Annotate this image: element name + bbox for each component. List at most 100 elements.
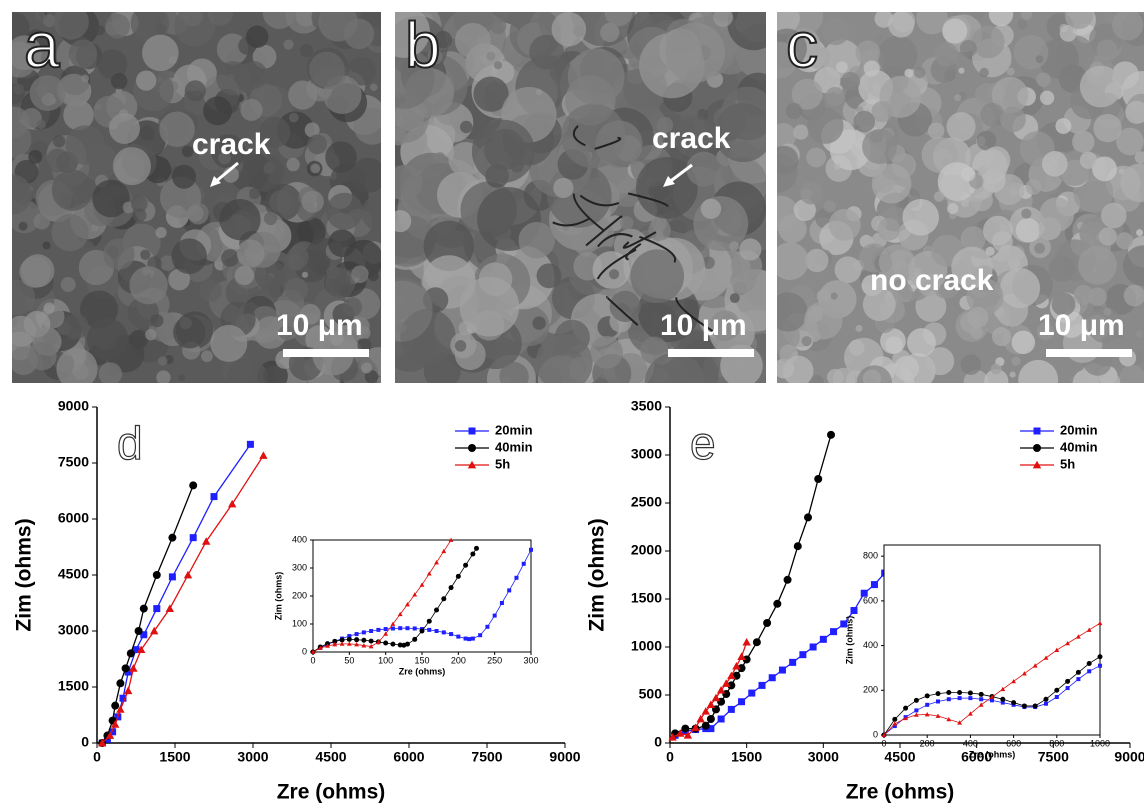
marker	[1055, 695, 1059, 699]
y-axis-title: Zim (ohms)	[13, 518, 36, 631]
texture	[980, 103, 1004, 127]
texture	[1016, 218, 1040, 242]
x-tick-label: 3000	[237, 749, 268, 765]
texture	[590, 336, 623, 369]
marker	[166, 604, 174, 612]
texture	[568, 48, 625, 105]
texture	[1099, 227, 1117, 245]
legend-label: 40min	[1060, 439, 1098, 454]
texture	[1017, 19, 1027, 29]
texture	[307, 134, 327, 154]
texture	[237, 239, 265, 267]
marker	[779, 667, 786, 674]
texture	[302, 272, 308, 278]
page: a crack 10 μm b crack 10 μm c no crack 1…	[0, 0, 1144, 806]
texture	[494, 61, 502, 69]
marker	[957, 690, 962, 695]
marker	[914, 708, 918, 712]
marker	[384, 627, 388, 631]
marker	[135, 627, 143, 635]
marker	[500, 601, 504, 605]
x-axis-title: Zre (ohms)	[399, 666, 446, 676]
marker	[1034, 428, 1041, 435]
marker	[763, 619, 771, 627]
texture	[877, 218, 900, 241]
marker	[464, 637, 468, 641]
marker	[228, 500, 236, 508]
texture	[310, 164, 320, 174]
texture	[935, 42, 959, 66]
texture	[727, 0, 780, 50]
marker	[814, 475, 822, 483]
texture	[328, 229, 356, 257]
marker	[420, 629, 425, 634]
marker	[427, 628, 431, 632]
texture	[730, 267, 756, 293]
x-tick-label: 400	[963, 739, 978, 749]
marker	[968, 696, 972, 700]
marker	[707, 715, 715, 723]
texture	[609, 269, 619, 279]
texture	[201, 350, 213, 362]
texture	[1101, 203, 1127, 229]
scale-bar	[283, 349, 369, 357]
legend-label: 5h	[1060, 456, 1075, 471]
texture	[361, 195, 397, 231]
marker	[412, 637, 417, 642]
texture	[783, 356, 814, 387]
texture	[960, 40, 977, 57]
texture	[763, 196, 798, 231]
marker	[1076, 677, 1080, 681]
x-axis-title: Zre (ohms)	[969, 749, 1016, 759]
texture	[179, 317, 191, 329]
texture	[19, 222, 28, 231]
y-tick-label: 7500	[58, 454, 89, 470]
marker	[1098, 664, 1102, 668]
texture	[92, 180, 130, 218]
texture	[19, 256, 51, 288]
texture	[518, 222, 555, 259]
texture	[862, 129, 897, 164]
texture	[249, 188, 260, 199]
inset-frame	[313, 540, 531, 652]
marker	[391, 626, 395, 630]
marker	[753, 638, 761, 646]
texture	[1055, 118, 1071, 134]
texture	[158, 356, 168, 366]
texture	[1026, 179, 1042, 195]
inset-frame	[884, 545, 1100, 735]
texture	[28, 150, 42, 164]
marker	[936, 699, 940, 703]
texture	[145, 329, 156, 340]
y-tick-label: 0	[873, 729, 878, 739]
marker	[968, 690, 973, 695]
texture	[36, 86, 47, 97]
texture	[942, 19, 967, 44]
marker	[347, 637, 352, 642]
texture	[6, 316, 37, 347]
legend-label: 40min	[495, 439, 533, 454]
texture	[1000, 106, 1026, 132]
texture	[302, 191, 324, 213]
texture	[836, 61, 848, 73]
texture	[914, 67, 926, 79]
marker	[413, 626, 417, 630]
marker	[810, 644, 817, 651]
marker	[773, 600, 781, 608]
marker	[189, 481, 197, 489]
marker	[759, 682, 766, 689]
marker	[871, 581, 878, 588]
marker	[122, 664, 130, 672]
marker	[830, 628, 837, 635]
texture	[460, 121, 472, 133]
marker	[702, 722, 710, 730]
x-axis-title: Zre (ohms)	[846, 781, 955, 804]
marker	[470, 552, 475, 557]
texture	[1011, 357, 1020, 366]
x-tick-label: 7500	[1038, 749, 1069, 765]
y-tick-label: 400	[863, 640, 878, 650]
texture	[1014, 35, 1049, 70]
marker	[769, 674, 776, 681]
marker	[892, 717, 897, 722]
texture	[455, 23, 491, 59]
